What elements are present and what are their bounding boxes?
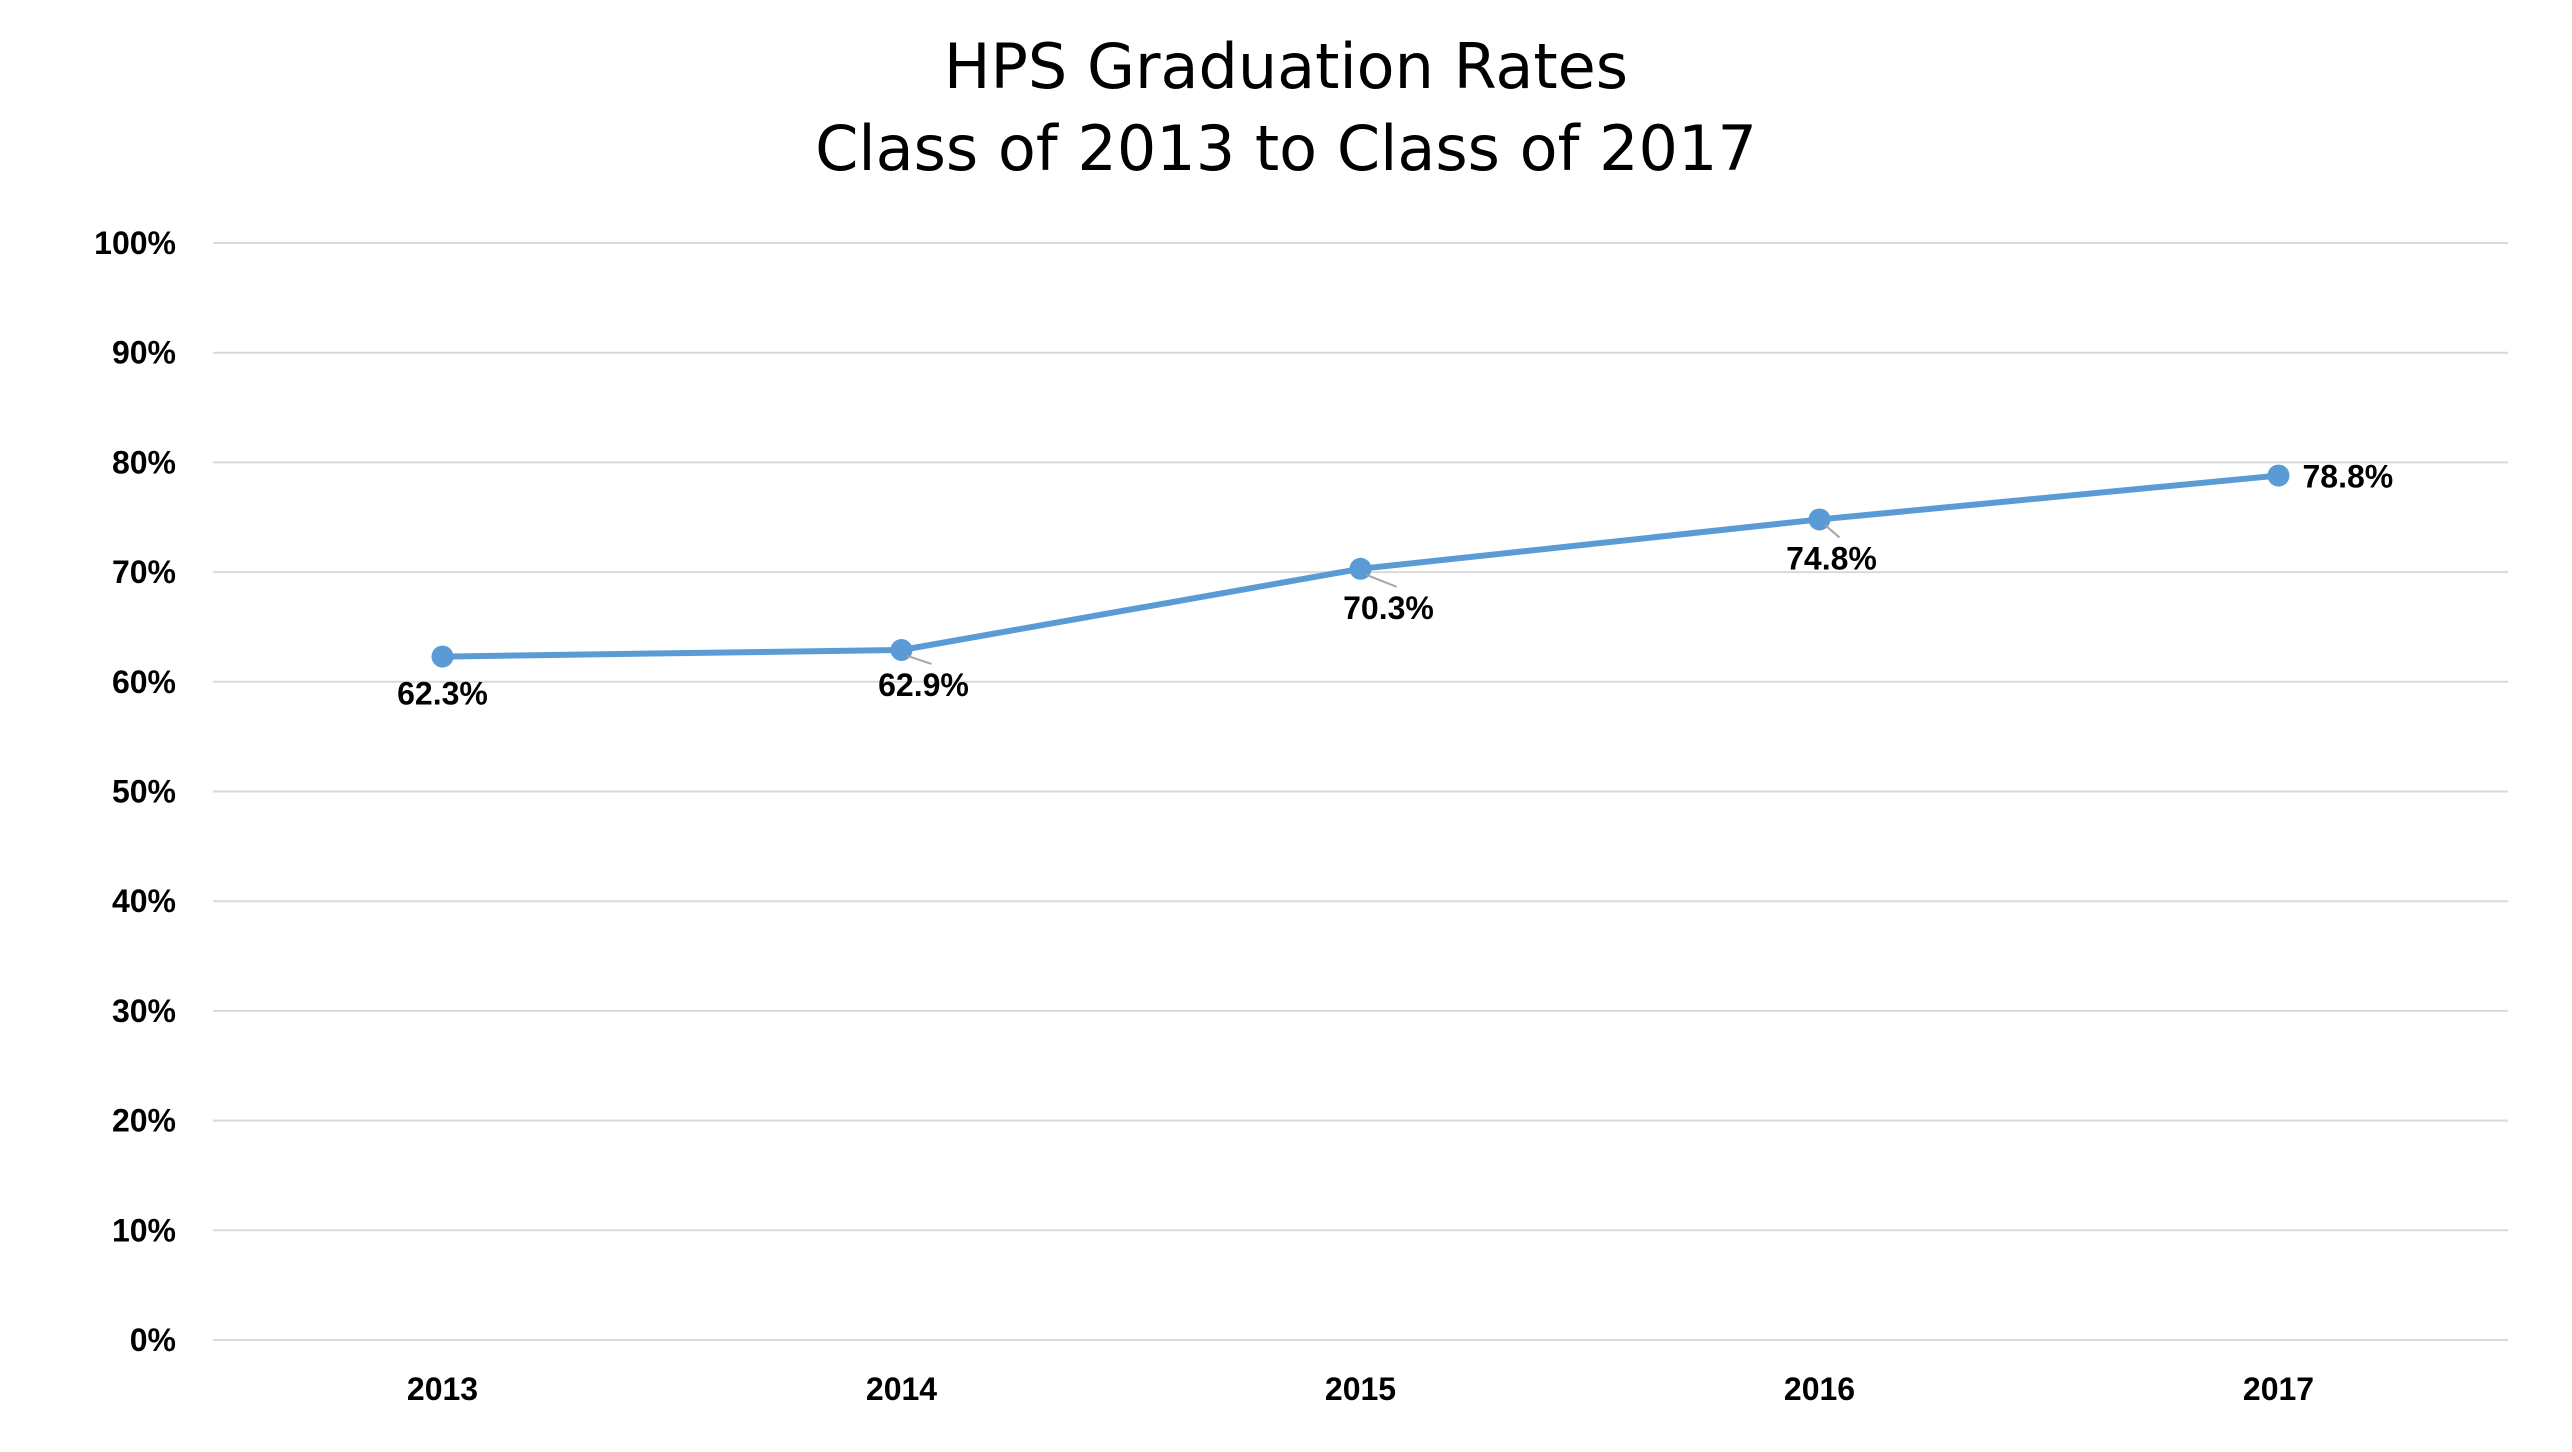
data-point-2016	[1808, 508, 1831, 531]
y-tick-label: 20%	[112, 1103, 176, 1139]
chart-title-line-2: Class of 2013 to Class of 2017	[815, 112, 1757, 185]
x-tick-label: 2016	[1784, 1371, 1855, 1407]
x-tick-label: 2013	[407, 1371, 478, 1407]
data-label-leader-line	[1824, 524, 1841, 539]
y-tick-label: 100%	[94, 225, 176, 261]
y-tick-label: 40%	[112, 883, 176, 919]
y-tick-label: 60%	[112, 664, 176, 700]
x-tick-label: 2014	[866, 1371, 937, 1407]
data-point-2014	[890, 638, 913, 661]
data-label: 62.3%	[397, 676, 488, 712]
data-labels: 62.3% 62.9% 70.3% 74.8% 78.8%	[397, 459, 2393, 712]
y-tick-label: 30%	[112, 993, 176, 1029]
y-tick-label: 90%	[112, 335, 176, 371]
data-label-leader-line	[1366, 573, 1397, 588]
y-tick-label: 70%	[112, 554, 176, 590]
data-label: 74.8%	[1786, 540, 1877, 576]
data-label-leader-line	[907, 655, 932, 665]
data-label: 70.3%	[1343, 590, 1434, 626]
gridlines	[213, 242, 2508, 1341]
data-point-2017	[2267, 464, 2290, 487]
data-label: 78.8%	[2303, 459, 2394, 495]
data-point-2015	[1349, 557, 1372, 580]
y-axis-tick-labels: 0% 10% 20% 30% 40% 50% 60% 70% 80% 90% 100%	[94, 225, 176, 1358]
series-line-group	[431, 464, 2290, 668]
y-tick-label: 0%	[130, 1322, 176, 1358]
x-tick-label: 2015	[1325, 1371, 1396, 1407]
y-tick-label: 50%	[112, 774, 176, 810]
chart-title-line-1: HPS Graduation Rates	[944, 30, 1628, 103]
data-label: 62.9%	[878, 667, 969, 703]
x-tick-label: 2017	[2243, 1371, 2314, 1407]
x-axis-tick-labels: 2013 2014 2015 2016 2017	[407, 1371, 2314, 1407]
y-tick-label: 10%	[112, 1212, 176, 1248]
chart-title: HPS Graduation Rates Class of 2013 to Cl…	[815, 30, 1757, 185]
y-tick-label: 80%	[112, 444, 176, 480]
data-point-2013	[431, 645, 454, 668]
